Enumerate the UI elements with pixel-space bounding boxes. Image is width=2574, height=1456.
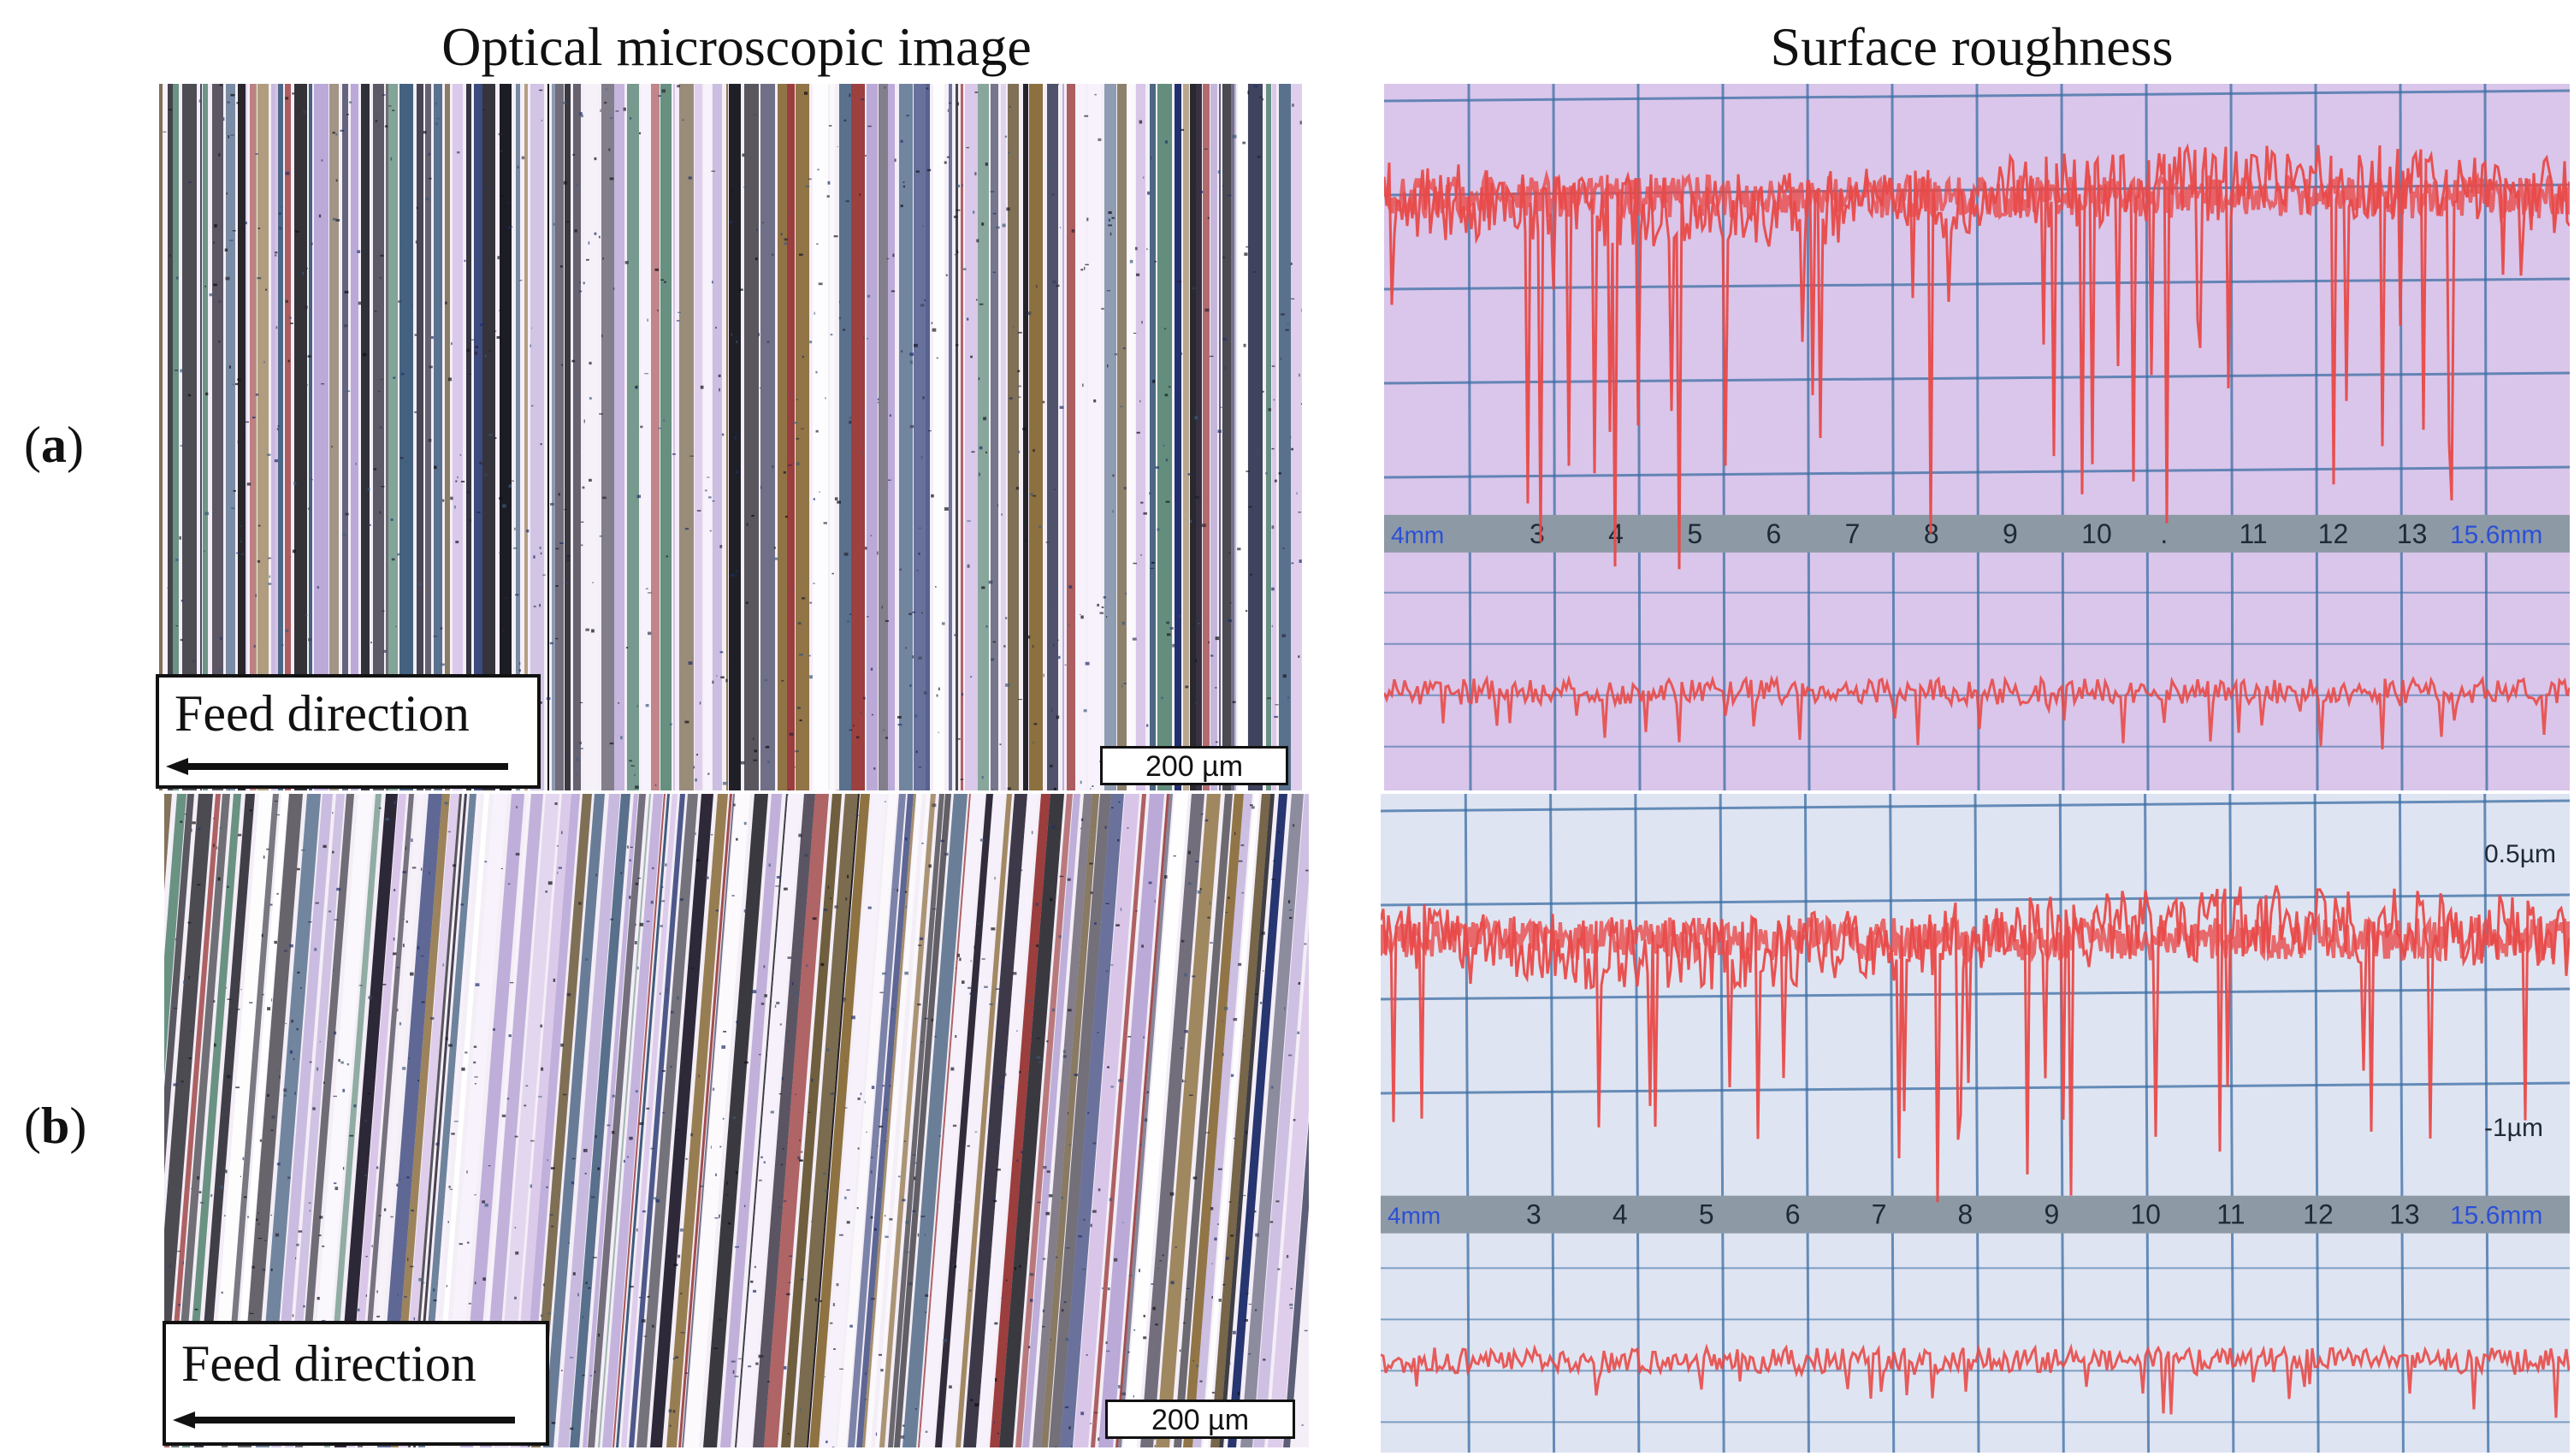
feed-direction-label-a: Feed direction [175, 684, 470, 743]
ruler-tick-label: 9 [2003, 518, 2018, 549]
ruler-tick-label: 13 [2389, 1199, 2420, 1230]
feed-arrow-icon [166, 758, 508, 775]
ruler-tick-label: 7 [1872, 1199, 1887, 1230]
ruler-tick-label: 12 [2303, 1199, 2334, 1230]
ruler-end-label: 15.6mm [2450, 1202, 2542, 1230]
row-label-a: (a) [24, 416, 84, 475]
roughness-profile-b-image: 4mm 3 4 5 6 7 8 9 10 11 12 13 15.6mm 0.5µm -1µm [1381, 794, 2570, 1453]
scale-bar-b: 200 µm [1105, 1400, 1295, 1439]
roughness-profile-b: 4mm 3 4 5 6 7 8 9 10 11 12 13 15.6mm 0.5µm -1µm [1381, 794, 2570, 1453]
feed-direction-box-b: Feed direction [163, 1321, 549, 1446]
feed-direction-box-a: Feed direction [156, 674, 541, 789]
ruler-tick-label: 8 [1958, 1199, 1973, 1230]
feed-direction-label-b: Feed direction [181, 1335, 476, 1394]
ruler-tick-label: 6 [1766, 518, 1782, 549]
ruler-tick-label: 13 [2397, 518, 2428, 549]
ruler-tick-label: 3 [1530, 518, 1545, 549]
ruler-tick-label: 10 [2081, 518, 2112, 549]
ruler-tick-label: 7 [1845, 518, 1861, 549]
y-axis-label: 0.5µm [2484, 840, 2556, 868]
feed-arrow-icon [173, 1412, 515, 1429]
ruler-tick-label: 10 [2130, 1199, 2161, 1230]
ruler-tick-label: 11 [2240, 518, 2268, 549]
column-title-optical: Optical microscopic image [159, 15, 1314, 79]
ruler-tick-label: 9 [2044, 1199, 2059, 1230]
column-title-roughness: Surface roughness [1377, 15, 2566, 79]
ruler-tick-label: 3 [1526, 1199, 1541, 1230]
ruler-tick-label: 5 [1699, 1199, 1714, 1230]
row-label-b: (b) [24, 1097, 86, 1156]
y-axis-label: -1µm [2484, 1114, 2543, 1142]
ruler-tick-label: 5 [1687, 518, 1702, 549]
ruler-tick-label: 4 [1612, 1199, 1628, 1230]
ruler-end-label: 15.6mm [2450, 521, 2542, 549]
roughness-profile-a: 4mm 3 4 5 6 7 8 9 10. 11 12 13 15.6mm [1384, 84, 2570, 790]
scale-bar-a: 200 µm [1100, 746, 1288, 785]
ruler-start-label: 4mm [1388, 1203, 1441, 1229]
ruler-start-label: 4mm [1391, 522, 1444, 548]
roughness-profile-a-image: 4mm 3 4 5 6 7 8 9 10. 11 12 13 15.6mm [1384, 84, 2570, 790]
ruler-tick-label: 6 [1785, 1199, 1801, 1230]
ruler-tick-label: 12 [2318, 518, 2349, 549]
ruler-tick-label: 11 [2216, 1199, 2245, 1230]
